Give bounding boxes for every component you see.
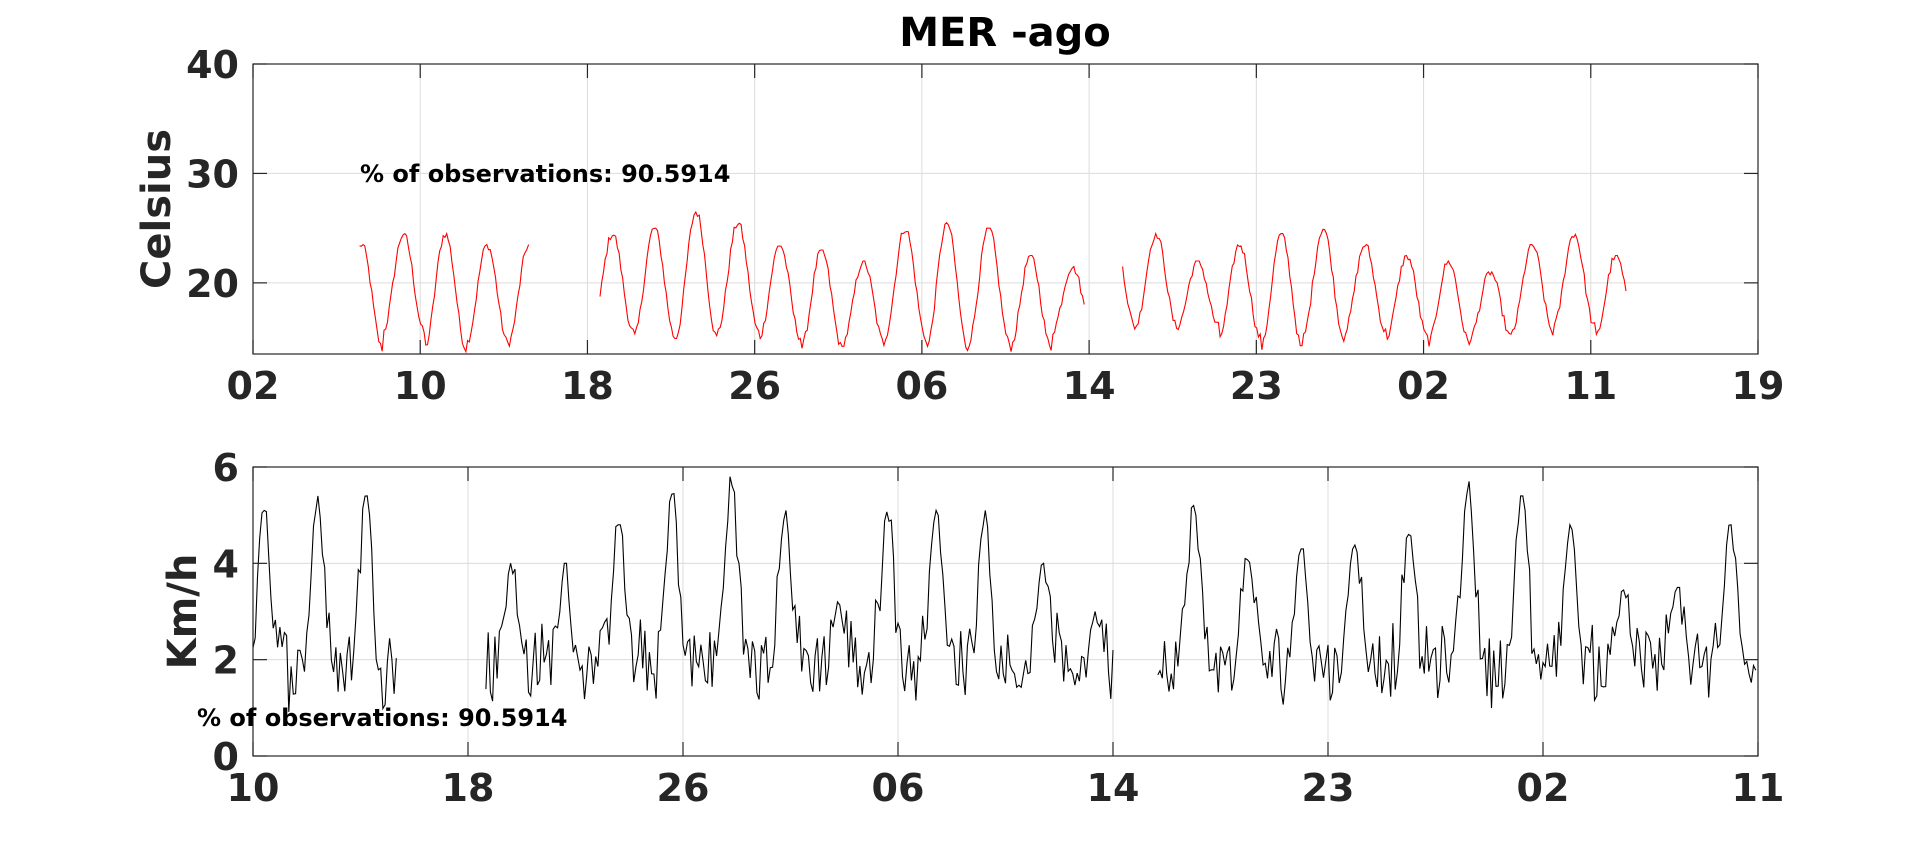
plot-frame xyxy=(252,63,1759,355)
x-tick-label: 14 xyxy=(1087,766,1140,810)
y-tick-label: 6 xyxy=(213,446,239,490)
series-line xyxy=(359,231,530,354)
y-tick-label: 0 xyxy=(213,735,239,779)
series-line xyxy=(599,210,1085,352)
observations-annotation: % of observations: 90.5914 xyxy=(360,160,730,188)
series-line xyxy=(1157,481,1757,709)
x-tick-label: 11 xyxy=(1564,364,1617,408)
x-tick-label: 02 xyxy=(1397,364,1450,408)
y-tick-label: 20 xyxy=(186,262,239,306)
x-tick-label: 23 xyxy=(1230,364,1283,408)
series-line xyxy=(252,495,397,712)
chart-title: MER -ago xyxy=(899,10,1111,56)
x-tick-label: 26 xyxy=(657,766,710,810)
x-tick-label: 19 xyxy=(1732,364,1785,408)
x-tick-label: 14 xyxy=(1063,364,1116,408)
y-tick-label: 30 xyxy=(186,152,239,196)
x-tick-label: 10 xyxy=(227,766,280,810)
x-tick-label: 02 xyxy=(1517,766,1570,810)
x-tick-label: 06 xyxy=(872,766,925,810)
observations-annotation: % of observations: 90.5914 xyxy=(197,704,567,732)
plot-frame xyxy=(252,466,1759,757)
series-line xyxy=(485,476,1114,702)
y-tick-label: 4 xyxy=(213,542,239,586)
x-tick-label: 26 xyxy=(728,364,781,408)
x-tick-label: 18 xyxy=(442,766,495,810)
y-tick-label: 2 xyxy=(213,639,239,683)
x-tick-label: 11 xyxy=(1732,766,1785,810)
x-tick-label: 23 xyxy=(1302,766,1355,810)
x-tick-label: 02 xyxy=(227,364,280,408)
x-tick-label: 06 xyxy=(895,364,948,408)
x-tick-label: 18 xyxy=(561,364,614,408)
y-axis-label: Km/h xyxy=(160,554,206,670)
y-tick-label: 40 xyxy=(186,43,239,87)
x-tick-label: 10 xyxy=(394,364,447,408)
series-line xyxy=(1122,228,1627,350)
y-axis-label: Celsius xyxy=(134,129,180,289)
